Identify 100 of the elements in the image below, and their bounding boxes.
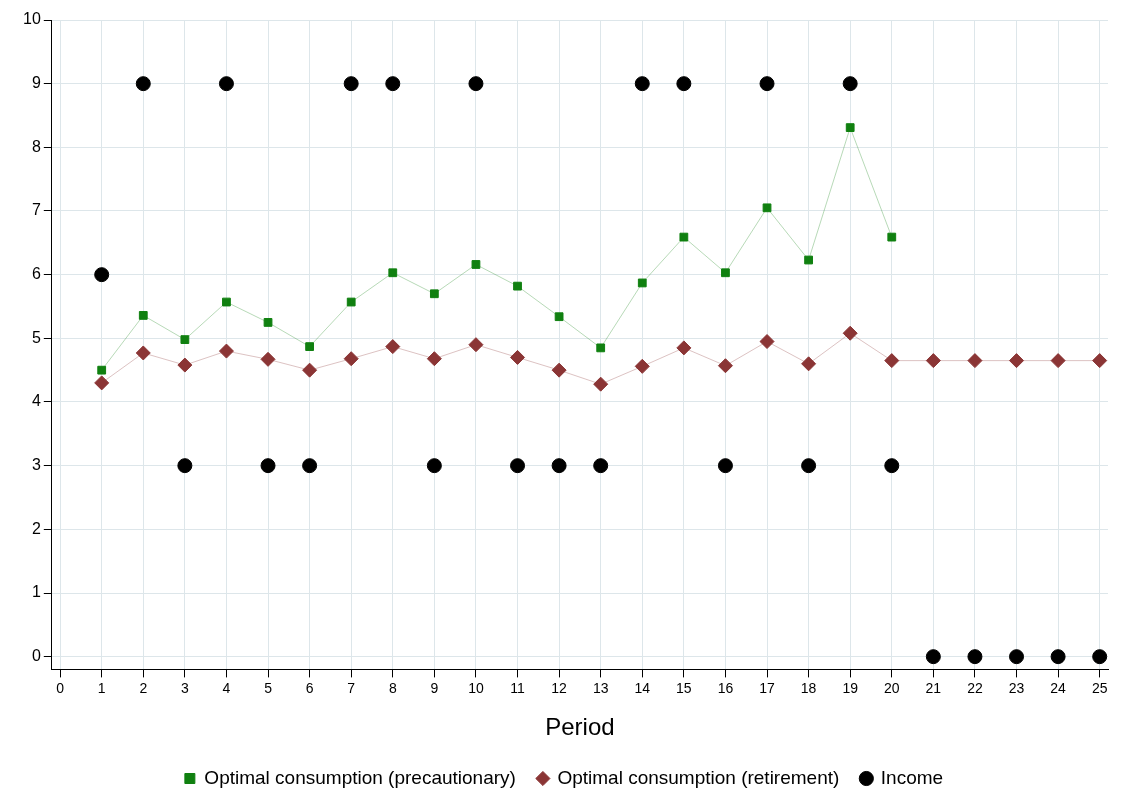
point	[346, 297, 356, 307]
legend-label: Optimal consumption (precautionary)	[204, 766, 516, 788]
x-tick-label: 9	[430, 679, 439, 696]
point	[842, 325, 858, 341]
point	[468, 337, 484, 353]
x-tick-label: 13	[592, 679, 609, 696]
point	[302, 362, 318, 378]
x-tick-label: 10	[468, 679, 484, 696]
x-tick-label: 16	[717, 679, 734, 696]
point	[260, 351, 276, 367]
x-tick-label: 20	[883, 679, 900, 696]
y-tick-label: 2	[31, 519, 41, 537]
point	[759, 334, 775, 350]
legend-label: Income	[880, 766, 944, 788]
point	[801, 458, 817, 474]
point	[471, 260, 481, 269]
y-tick-label: 6	[31, 265, 41, 283]
point	[138, 311, 148, 320]
point	[676, 76, 692, 92]
point	[510, 349, 526, 365]
legend-label: Optimal consumption (retirement)	[557, 766, 840, 788]
point	[801, 356, 817, 372]
point	[845, 123, 855, 132]
point	[887, 232, 897, 242]
point	[218, 343, 234, 359]
point	[637, 278, 647, 288]
point	[967, 353, 983, 369]
point	[884, 353, 900, 369]
point	[804, 255, 813, 265]
x-tick-label: 5	[264, 679, 273, 696]
x-tick-label: 4	[222, 679, 231, 696]
y-tick-label: 0	[31, 647, 41, 665]
point	[260, 458, 276, 474]
x-tick-label: 21	[925, 679, 942, 696]
point	[429, 289, 439, 299]
point	[302, 458, 318, 474]
point	[717, 358, 733, 374]
point	[842, 76, 858, 92]
x-tick-label: 1	[97, 679, 106, 696]
point	[1050, 649, 1066, 665]
point	[97, 365, 107, 375]
point	[305, 342, 314, 351]
point	[218, 76, 234, 92]
x-tick-label: 2	[139, 679, 148, 696]
point	[343, 76, 359, 92]
point	[385, 76, 401, 92]
point	[468, 76, 484, 92]
y-tick-label: 10	[23, 10, 41, 28]
x-tick-label: 0	[56, 679, 65, 696]
point	[762, 203, 772, 213]
point	[925, 353, 941, 369]
y-tick-label: 4	[31, 392, 41, 410]
x-tick-label: 3	[180, 679, 189, 696]
point	[596, 343, 606, 353]
x-tick-label: 12	[551, 679, 568, 696]
point	[925, 649, 941, 665]
point	[679, 232, 689, 242]
point	[222, 297, 231, 307]
x-tick-label: 11	[510, 679, 525, 696]
x-tick-label: 24	[1050, 679, 1067, 696]
point	[385, 339, 401, 355]
point	[884, 458, 900, 474]
point	[135, 345, 151, 361]
x-tick-label: 17	[759, 679, 776, 696]
y-tick-label: 3	[31, 456, 41, 474]
x-tick-label: 25	[1091, 679, 1108, 696]
point	[551, 362, 567, 378]
point	[510, 458, 526, 474]
y-tick-label: 5	[31, 328, 41, 346]
point	[593, 376, 609, 392]
point	[263, 318, 273, 327]
x-tick-label: 8	[388, 679, 397, 696]
point	[676, 340, 692, 356]
point	[551, 458, 567, 474]
x-tick-label: 19	[842, 679, 859, 696]
point	[177, 357, 193, 373]
y-tick-label: 7	[31, 201, 41, 219]
point	[135, 76, 151, 92]
point	[634, 358, 650, 374]
point	[1092, 649, 1108, 665]
point	[94, 375, 110, 391]
y-tick-label: 1	[31, 583, 41, 601]
x-tick-label: 18	[800, 679, 817, 696]
point	[177, 458, 193, 474]
point	[721, 268, 730, 278]
point	[388, 268, 398, 278]
point	[513, 281, 522, 291]
point	[180, 335, 190, 344]
point	[1009, 649, 1025, 665]
y-tick-label: 9	[31, 74, 41, 92]
x-tick-label: 22	[967, 679, 983, 696]
x-tick-label: 23	[1008, 679, 1025, 696]
point	[554, 312, 564, 322]
point	[1050, 353, 1066, 369]
point	[1009, 353, 1025, 369]
point	[593, 458, 609, 474]
point	[759, 76, 775, 92]
x-tick-label: 7	[347, 679, 356, 696]
point	[426, 458, 442, 474]
x-tick-label: 15	[676, 679, 692, 696]
